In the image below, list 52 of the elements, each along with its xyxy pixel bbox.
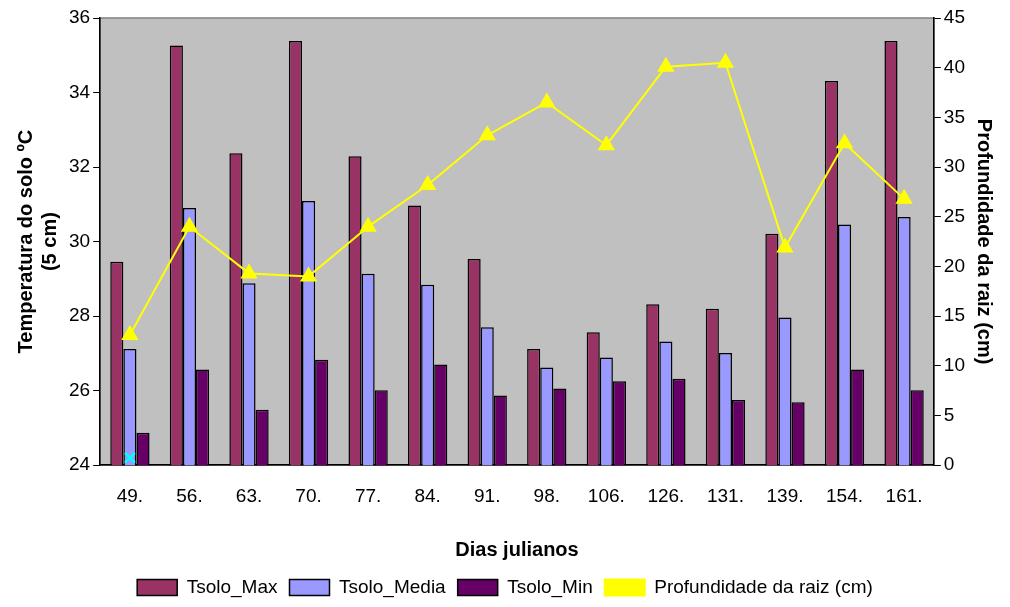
legend-label: Tsolo_Max [186, 575, 278, 598]
y2-tick-label: 40 [943, 55, 966, 77]
y2-axis-title: Profundidade da raiz (cm) [974, 118, 997, 365]
y2-tick-label: 45 [943, 6, 966, 28]
x-tick-label: 131. [706, 484, 744, 506]
y-tick-label: 34 [68, 80, 91, 102]
x-tick-label: 106. [587, 484, 625, 506]
point [360, 217, 377, 232]
x-tick-label: 98. [533, 484, 560, 506]
x-tick-label: 63. [235, 484, 263, 506]
y-tick-label: 36 [68, 6, 91, 28]
y2-tick-label: 20 [943, 254, 966, 276]
y2-tick-label: 35 [943, 105, 966, 127]
x-tick-label: 126. [647, 484, 685, 506]
point [717, 53, 734, 68]
legend-label: Tsolo_Media [339, 575, 447, 598]
y2-tick-label: 15 [943, 304, 966, 326]
y2-tick-label: 25 [943, 204, 966, 226]
legend-label: Profundidade da raiz (cm) [654, 575, 873, 597]
point [598, 136, 615, 151]
y2-tick-label: 10 [943, 354, 966, 376]
point [538, 93, 555, 108]
x-tick-label: 161. [885, 484, 923, 506]
point [896, 189, 913, 204]
point [836, 134, 853, 149]
y-axis-title: Temperatura do solo ºC (5 cm) [13, 129, 60, 354]
y2-tick-label: 5 [943, 403, 955, 425]
point [241, 264, 257, 279]
x-tick-label: 154. [826, 484, 864, 506]
x-tick-label: 84. [414, 484, 441, 506]
y-tick-label: 32 [68, 155, 91, 177]
x-tick-label: 49. [116, 484, 144, 506]
point [479, 126, 496, 141]
point [121, 326, 138, 341]
legend-label: Tsolo_Min [507, 575, 593, 598]
y2-tick-label: 0 [943, 453, 955, 475]
x-tick-label: 77. [354, 484, 382, 506]
y2-tick-label: 30 [943, 155, 966, 177]
point [777, 238, 793, 253]
point [657, 57, 674, 72]
point [181, 217, 198, 232]
y-tick-label: 24 [68, 453, 91, 475]
point [300, 267, 317, 282]
x-tick-label: 91. [474, 484, 501, 506]
y-tick-label: 28 [68, 304, 91, 326]
y-tick-label: 30 [68, 229, 91, 251]
x-axis-title: Dias julianos [455, 537, 579, 560]
x-tick-label: 139. [766, 484, 804, 506]
point [419, 175, 436, 190]
x-tick-label: 56. [176, 484, 203, 506]
x-tick-label: 70. [295, 484, 322, 506]
y-tick-label: 26 [68, 378, 91, 400]
